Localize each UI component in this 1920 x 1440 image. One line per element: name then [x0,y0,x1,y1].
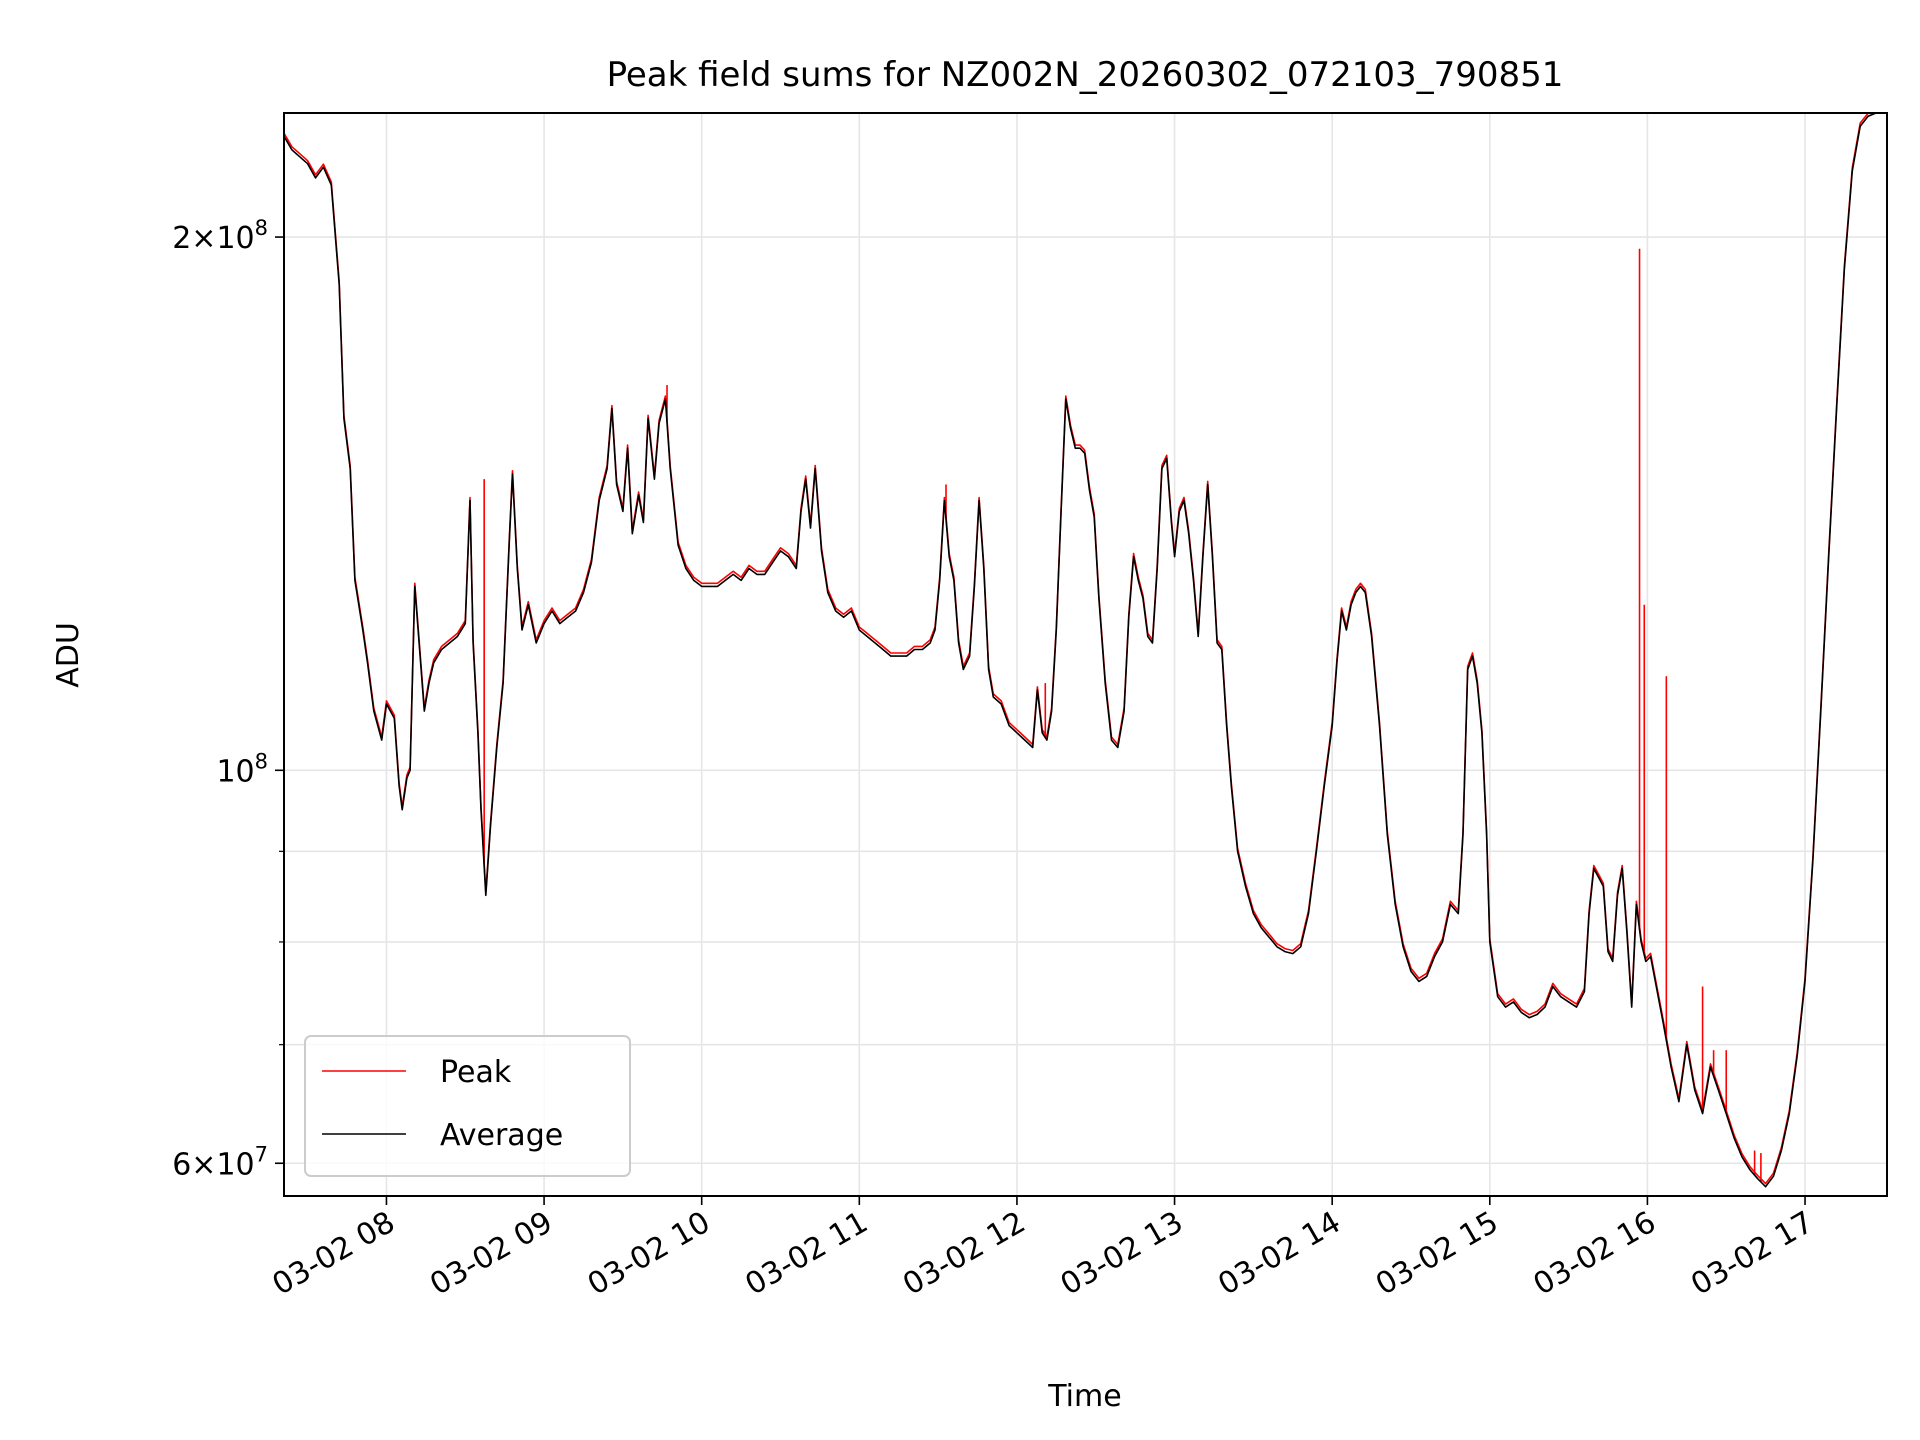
y-axis-label: ADU [51,622,86,688]
grid [284,113,1887,1196]
average-series-line [284,113,1887,1188]
plot-frame [283,112,1888,1197]
legend-average-label: Average [440,1118,563,1153]
y-axis-ticks: 6×107 108 2×108 [172,216,284,1182]
y-tick-label: 2×108 [172,216,268,256]
chart-title: Peak field sums for NZ002N_20260302_0721… [607,55,1564,95]
y-tick-label: 108 [216,749,268,789]
x-axis-label: Time [1047,1379,1121,1414]
legend-peak-label: Peak [440,1055,512,1090]
legend: Peak Average [304,1035,631,1177]
series-layer [284,113,1887,1188]
y-tick-label: 6×107 [172,1142,268,1182]
